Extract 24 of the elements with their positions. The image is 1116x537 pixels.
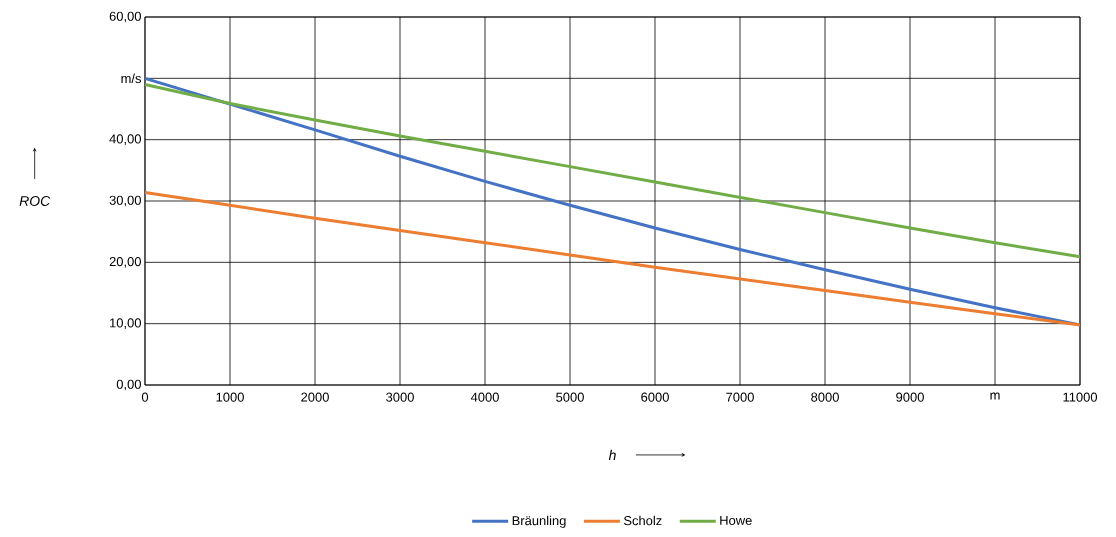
x-tick-label: 5000 [556, 392, 584, 402]
y-tick-label: 30,00 [109, 195, 141, 207]
x-axis-title: h [608, 449, 616, 460]
x-tick-label: 3000 [386, 392, 414, 402]
x-tick-label: m [990, 392, 1000, 400]
x-tick-label: 7000 [726, 392, 754, 402]
y-tick-label: 20,00 [109, 256, 141, 268]
x-tick-label: 8000 [811, 392, 839, 402]
y-axis-title: ROC [19, 196, 51, 206]
x-tick-label: 11000 [1063, 392, 1098, 402]
y-tick-label: 10,00 [110, 318, 141, 330]
y-tick-label: 40,00 [109, 134, 141, 146]
x-tick-label: 1000 [216, 392, 244, 402]
legend-label: Bräunling [512, 515, 566, 528]
y-tick-label: 60,00 [109, 11, 141, 23]
legend-label: Howe [720, 515, 752, 525]
y-tick-label: m/s [121, 73, 142, 84]
legend-label: Scholz [623, 515, 662, 526]
x-tick-label: 2000 [301, 392, 329, 402]
x-tick-label: 0 [141, 392, 149, 402]
x-tick-label: 9000 [896, 392, 924, 402]
y-tick-label: 0,00 [116, 379, 141, 391]
x-tick-label: 6000 [641, 392, 669, 402]
x-tick-label: 4000 [470, 392, 499, 402]
